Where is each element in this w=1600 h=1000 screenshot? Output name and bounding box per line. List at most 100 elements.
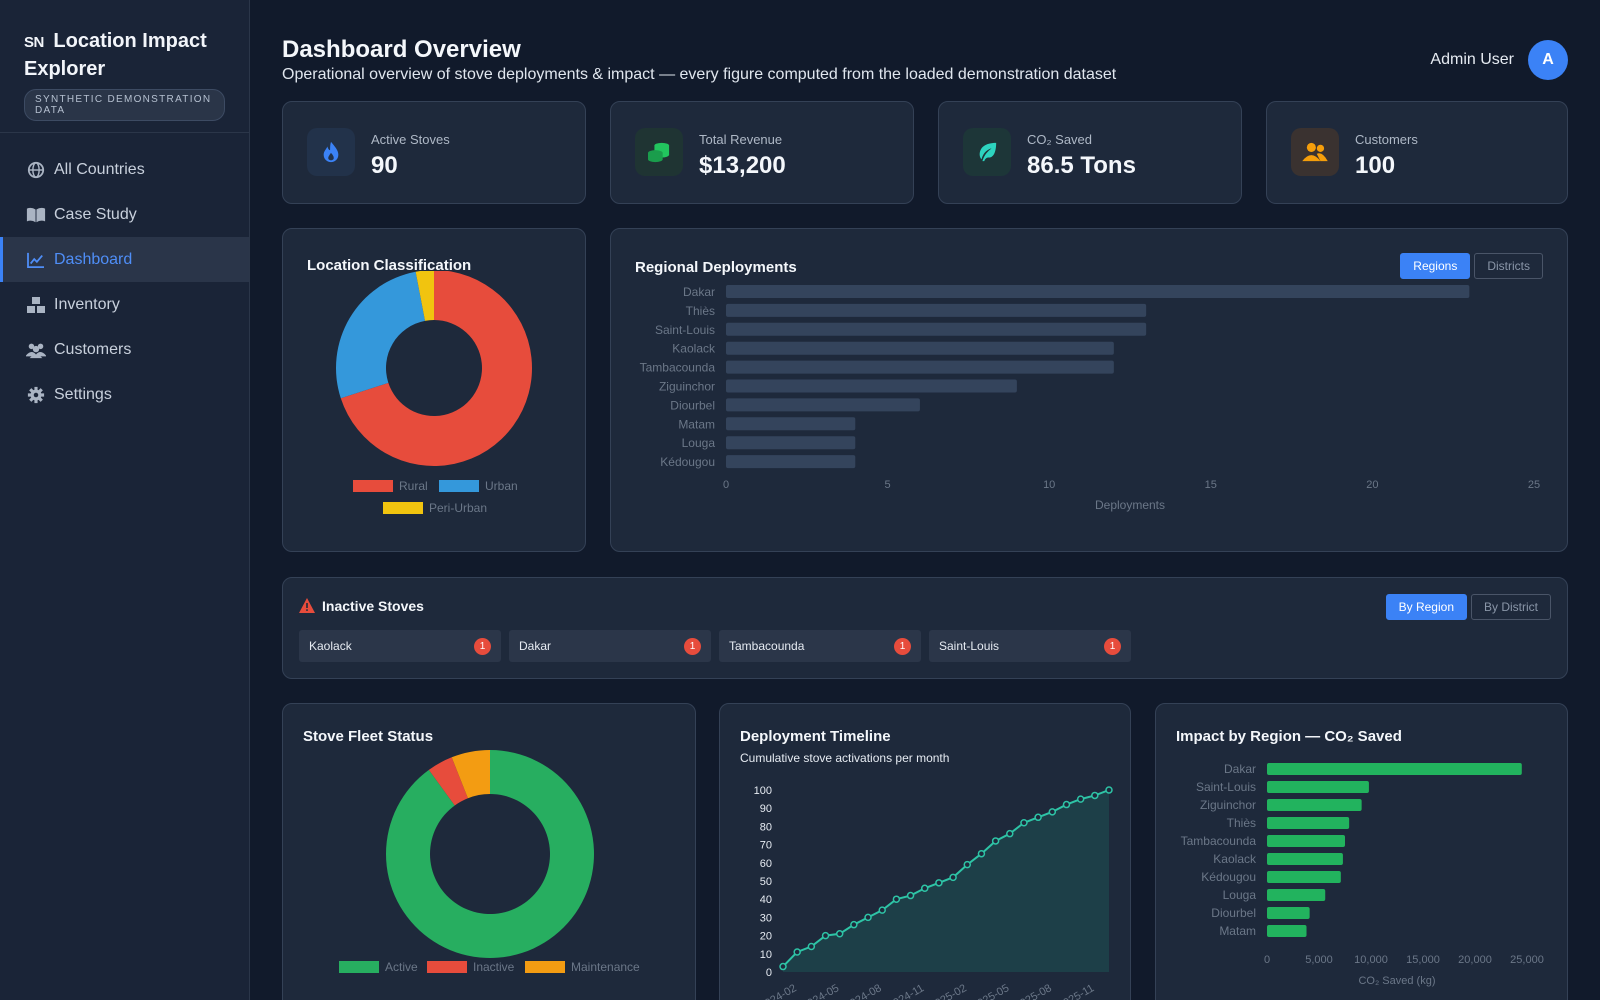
y-tick-label: 10 [760,949,772,961]
districts-toggle-button[interactable]: Districts [1474,253,1543,279]
data-point [878,906,886,914]
y-tick-label: 40 [760,894,772,906]
stat-card-total-revenue: Total Revenue $13,200 [610,101,914,204]
y-tick-label: Louga [682,436,716,450]
data-point [949,873,957,882]
data-point [807,942,816,951]
count-badge: 1 [474,637,491,655]
inactive-chip-dakar[interactable]: Dakar 1 [509,630,711,662]
data-point [1091,791,1099,800]
bar-kédougou [726,455,856,469]
data-point [1020,819,1028,827]
legend-maintenance[interactable]: Maintenance [525,960,640,974]
bar-kédougou [1267,871,1341,883]
coins-icon [635,128,683,176]
inactive-stoves-card: Inactive Stoves By Region By District Ka… [282,577,1568,679]
count-badge: 1 [1104,637,1121,655]
location-donut-chart [336,271,532,466]
legend-label: Peri-Urban [429,501,488,515]
y-tick-label: Kédougou [660,455,715,469]
chip-label: Dakar [519,639,552,653]
regional-bar-chart: 0 5 10 15 20 25 Dakar Thiès Saint-Louis Kaolack Ta… [640,285,1540,512]
bar-dakar [1267,763,1522,775]
data-point [1076,795,1085,803]
fleet-slice-active [386,750,594,958]
stat-value: $13,200 [699,152,786,179]
data-point [850,920,858,929]
sidebar-item-case-study[interactable]: Case Study [0,192,249,237]
legend-active[interactable]: Active [339,960,418,974]
x-tick-label: 2024-08 [843,982,884,1000]
x-tick-label: 20,000 [1458,954,1492,966]
synthetic-data-badge: SYNTHETIC DEMONSTRATION DATA [24,89,225,121]
y-tick-label: 20 [760,931,772,943]
inactive-chip-tambacounda[interactable]: Tambacounda 1 [719,630,921,662]
chip-label: Kaolack [309,639,352,653]
data-point [1062,800,1071,809]
brand-title[interactable]: SN Location Impact Explorer [24,28,225,83]
y-tick-label: Matam [678,417,715,431]
inactive-chip-saint-louis[interactable]: Saint-Louis 1 [929,630,1131,662]
x-tick-label: 5 [885,479,891,491]
y-tick-label: Dakar [683,285,715,299]
brand-name: Location Impact Explorer [24,30,207,80]
y-tick-label: Thiès [686,304,715,318]
x-tick-label: 25 [1528,479,1540,491]
x-tick-label: 2024-11 [886,982,926,1000]
card-title: Impact by Region — CO₂ Saved [1176,728,1402,745]
users-icon [26,340,46,360]
stat-label: Active Stoves [371,132,450,147]
location-slice-urban [336,271,426,399]
impact-bar-chart: Dakar Saint-Louis Ziguinchor Thiès Tambacoun… [1181,762,1544,987]
x-tick-label: 20 [1366,479,1378,491]
legend-swatch [525,961,565,973]
avatar[interactable]: A [1528,40,1568,80]
y-tick-label: Kédougou [1201,870,1256,884]
stat-label: Customers [1355,132,1418,147]
legend-swatch [427,961,467,973]
y-tick-label: Saint-Louis [655,323,715,337]
sidebar-item-settings[interactable]: Settings [0,372,249,417]
data-point [892,895,901,903]
fleet-slice-maintenance [451,750,490,799]
legend-inactive[interactable]: Inactive [427,960,514,974]
data-point [991,837,1000,845]
sidebar-item-label: Customers [54,340,132,358]
flame-icon [307,128,355,176]
regions-toggle-button[interactable]: Regions [1400,253,1471,279]
y-tick-label: Kaolack [1213,852,1257,866]
chip-label: Saint-Louis [939,639,1000,653]
x-axis-label: CO₂ Saved (kg) [1358,975,1435,987]
x-tick-label: 2025-02 [928,982,969,1000]
inactive-toggle: By Region By District [1382,594,1551,620]
sidebar-item-inventory[interactable]: Inventory [0,282,249,327]
inactive-chip-kaolack[interactable]: Kaolack 1 [299,630,501,662]
by-region-toggle-button[interactable]: By Region [1385,594,1467,620]
bar-louga [726,436,856,450]
sidebar-nav: All Countries Case Study Dashboard Inven… [0,133,249,417]
user-menu[interactable]: Admin User A [1430,40,1568,80]
leaf-icon [963,128,1011,176]
by-district-toggle-button[interactable]: By District [1471,594,1551,620]
bar-louga [1267,889,1326,901]
legend-peri-urban[interactable]: Peri-Urban [383,501,487,515]
legend-rural[interactable]: Rural [353,479,428,493]
legend-urban[interactable]: Urban [439,479,518,493]
legend-label: Rural [399,479,428,493]
bar-thiès [726,303,1147,317]
sidebar-item-customers[interactable]: Customers [0,327,249,372]
y-tick-label: 60 [760,858,772,870]
fleet-donut-chart [386,750,594,958]
card-title: Inactive Stoves [322,598,424,614]
stat-card-active-stoves: Active Stoves 90 [282,101,586,204]
sidebar-item-all-countries[interactable]: All Countries [0,147,249,192]
data-point [1048,808,1057,816]
bar-saint-louis [726,322,1147,336]
sidebar-item-dashboard[interactable]: Dashboard [0,237,249,282]
legend-swatch [339,961,379,973]
globe-icon [26,160,46,180]
bar-kaolack [1267,853,1343,865]
card-title: Deployment Timeline [740,728,891,745]
boxes-icon [26,295,46,315]
x-tick-label: 2025-05 [970,982,1011,1000]
